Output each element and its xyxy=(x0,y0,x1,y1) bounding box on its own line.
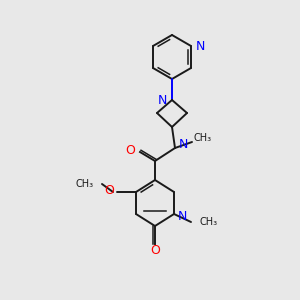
Text: N: N xyxy=(178,209,188,223)
Text: O: O xyxy=(125,143,135,157)
Text: N: N xyxy=(158,94,167,106)
Text: N: N xyxy=(179,137,188,151)
Text: CH₃: CH₃ xyxy=(76,179,94,189)
Text: CH₃: CH₃ xyxy=(194,133,212,143)
Text: O: O xyxy=(104,184,114,197)
Text: CH₃: CH₃ xyxy=(199,217,217,227)
Text: O: O xyxy=(150,244,160,257)
Text: N: N xyxy=(196,40,206,52)
